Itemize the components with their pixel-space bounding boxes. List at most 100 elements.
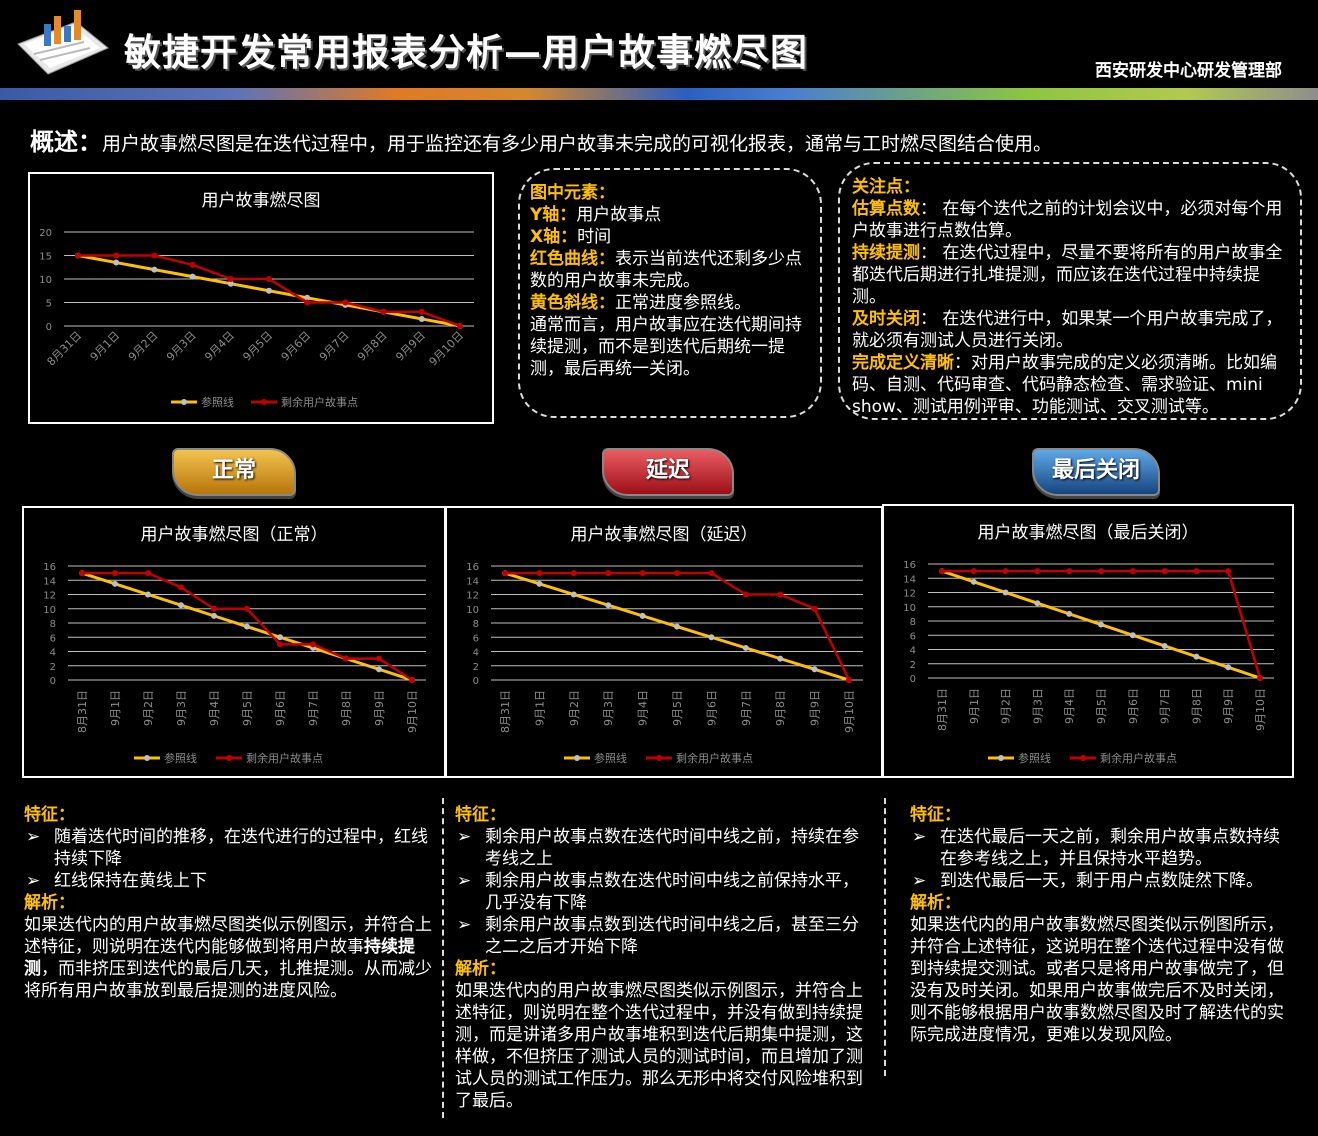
data-point [639,612,646,619]
feature-heading: 特征： [910,805,961,825]
arrow-bullet-icon: ➢ [912,871,927,891]
red-curve-desc: 红色曲线：表示当前迭代还剩多少点数的用户故事未完成。 [530,249,802,291]
x-tick-label: 9月1日 [533,690,546,726]
data-point [112,580,118,587]
y-tick-label: 10 [903,603,916,614]
data-point [1225,664,1232,671]
y-tick-label: 6 [473,633,479,644]
data-point [605,602,612,609]
analysis-heading: 解析： [24,893,75,913]
data-point [178,602,184,609]
x-tick-label: 9月10日 [406,690,419,733]
legend-marker [144,755,150,761]
delay-button[interactable]: 延迟 [602,448,734,496]
x-tick-label: 8月31日 [936,688,949,731]
x-tick-label: 9月6日 [274,690,287,726]
data-point [145,591,151,598]
y-tick-label: 10 [466,605,479,616]
data-point [277,634,283,641]
data-point [266,276,272,282]
y-tick-label: 8 [50,619,56,630]
analysis-text: 如果迭代内的用户故事数燃尽图类似示例图所示，并符合上述特征，这说明在整个迭代过程… [910,915,1284,1045]
normal-button[interactable]: 正常 [172,448,296,496]
data-point [227,280,234,287]
yellow-line-desc: 黄色斜线：正常进度参照线。 [530,293,751,313]
legend-marker [181,399,187,405]
feature-item: ➢ 剩余用户故事点数到迭代时间中线之后，甚至三分之二之后才开始下降 [457,915,859,957]
chart-title: 用户故事燃尽图（正常） [141,525,328,545]
x-tick-label: 8月31日 [499,690,512,733]
x-tick-label: 9月3日 [175,690,188,726]
data-point [113,259,120,266]
arrow-bullet-icon: ➢ [457,827,472,847]
x-tick-label: 9月4日 [1063,688,1076,724]
x-tick-label: 9月1日 [88,329,123,364]
x-tick-label: 9月5日 [671,690,684,726]
legend-label: 剩余用户故事点 [1100,751,1177,765]
y-tick-label: 5 [46,299,52,310]
y-axis-desc: Y轴：用户故事点 [530,205,662,225]
arrow-bullet-icon: ➢ [912,827,927,847]
data-point [145,570,151,577]
data-point [189,261,196,268]
data-point [244,623,250,630]
x-tick-label: 9月8日 [340,690,353,726]
data-point [227,276,234,282]
feature-item: ➢ 剩余用户故事点数在迭代时间中线之前保持水平，几乎没有下降 [457,871,859,913]
data-point [304,299,311,306]
y-tick-label: 20 [39,228,52,239]
data-point [536,580,543,587]
x-tick-label: 9月3日 [1031,688,1044,724]
x-tick-label: 9月5日 [241,690,254,726]
legend-marker [656,755,662,761]
data-point [811,605,818,612]
last-close-button[interactable]: 最后关闭 [1032,448,1160,496]
x-tick-label: 9月4日 [637,690,650,726]
x-tick-label: 9月2日 [568,690,581,726]
data-point [310,641,316,648]
y-tick-label: 16 [43,562,56,573]
chart-main-svg: 用户故事燃尽图 0 5 10 15 20 8月31日 9月1日 9月2日 9月3日 9月4日 9月5日… [39,191,474,409]
chart-normal-svg: 用户故事燃尽图（正常） 0 2 4 6 8 10 12 14 16 8月31日 9月1日 9月2日 9月3… [43,525,426,765]
y-tick-label: 8 [473,619,479,630]
y-tick-label: 6 [910,631,916,642]
data-point [151,252,158,259]
x-tick-label: 8月31日 [45,329,85,369]
data-point [189,273,196,280]
y-tick-label: 2 [910,660,916,671]
y-tick-label: 0 [46,322,52,333]
feature-heading: 特征： [455,805,506,825]
x-tick-label: 9月6日 [705,690,718,726]
y-tick-label: 0 [473,676,479,687]
x-tick-label: 9月9日 [809,690,822,726]
data-point [1098,621,1104,628]
y-tick-label: 4 [50,648,56,659]
chart-main: 用户故事燃尽图 0 5 10 15 20 8月31日 9月1日 9月2日 9月3日 9月4日 9月5日… [28,172,494,424]
x-tick-label: 9月9日 [393,329,428,364]
legend-marker [998,755,1004,761]
y-tick-label: 6 [50,633,56,644]
page-title: 敏捷开发常用报表分析—用户故事燃尽图 [124,31,808,74]
data-point [211,605,217,612]
x-tick-label: 9月9日 [1222,688,1235,724]
data-point [343,655,349,662]
legend-marker [261,399,267,405]
y-tick-label: 16 [903,560,916,571]
data-point [277,641,283,648]
x-axis-desc: X轴：时间 [530,227,612,247]
analysis-text: 如果迭代内的用户故事燃尽图类似示例图示，并符合上述特征，则说明在迭代内能够做到将… [24,915,432,1001]
data-point [1257,675,1263,681]
legend-marker [1080,755,1086,761]
y-tick-label: 15 [39,252,52,263]
legend-label: 参照线 [201,395,234,409]
legend-label: 参照线 [594,751,627,765]
column-divider [442,798,444,1118]
y-tick-label: 4 [910,646,916,657]
data-point [846,677,852,683]
chart-title: 用户故事燃尽图 [202,191,321,211]
legend-label: 剩余用户故事点 [281,395,358,409]
chart-normal: 用户故事燃尽图（正常） 0 2 4 6 8 10 12 14 16 8月31日 9月1日 9月2日 9月3… [22,506,446,778]
y-tick-label: 16 [466,562,479,573]
data-point [1225,568,1232,575]
x-tick-label: 9月3日 [164,329,199,364]
